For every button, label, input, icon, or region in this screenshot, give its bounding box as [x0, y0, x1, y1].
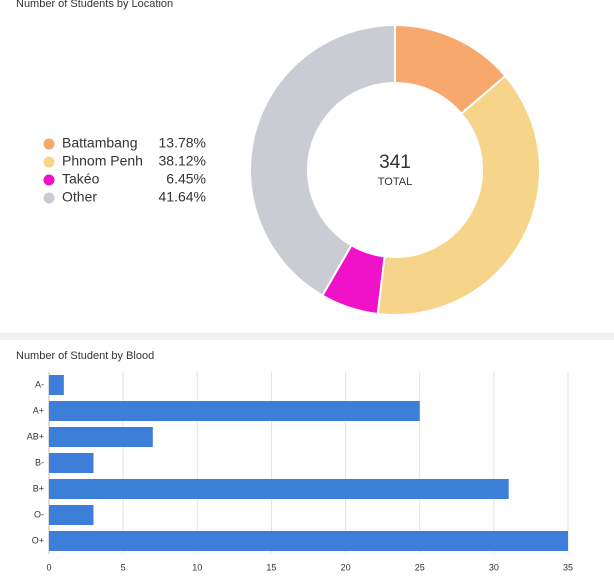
y-tick-label: AB+: [27, 431, 44, 441]
center-label: TOTAL: [378, 176, 412, 188]
legend-value: 41.64%: [159, 189, 206, 205]
legend-label: Takéo: [62, 171, 100, 187]
legend-marker: [43, 192, 55, 204]
bar: [49, 427, 153, 447]
y-tick-label: O+: [32, 535, 44, 545]
bar: [49, 401, 420, 421]
legend-value: 6.45%: [166, 171, 206, 187]
bar: [49, 375, 64, 395]
legend-value: 38.12%: [159, 153, 206, 169]
y-tick-label: B+: [33, 483, 44, 493]
x-tick-label: 30: [489, 562, 499, 572]
legend-label: Other: [62, 189, 97, 205]
donut-slice: [249, 23, 396, 297]
y-tick-label: O-: [34, 509, 44, 519]
donut-slice: [376, 74, 541, 316]
x-tick-label: 5: [121, 562, 126, 572]
center-value: 341: [379, 152, 411, 173]
bar: [49, 479, 509, 499]
x-tick-label: 0: [46, 562, 51, 572]
y-tick-label: A-: [35, 379, 44, 389]
x-tick-label: 35: [563, 562, 573, 572]
legend-value: 13.78%: [159, 135, 206, 151]
legend-marker: [43, 138, 55, 150]
legend-label: Battambang: [62, 135, 138, 151]
bar: [49, 531, 568, 551]
y-tick-label: A+: [33, 405, 44, 415]
x-tick-label: 10: [192, 562, 202, 572]
legend-marker: [43, 156, 55, 168]
chart-title: Number of Student by Blood: [16, 350, 154, 362]
x-tick-label: 20: [341, 562, 351, 572]
y-tick-label: B-: [35, 457, 44, 467]
chart-title: Number of Students by Location: [16, 0, 173, 10]
legend-label: Phnom Penh: [62, 153, 143, 169]
x-tick-label: 15: [266, 562, 276, 572]
bar: [49, 505, 94, 525]
x-tick-label: 25: [415, 562, 425, 572]
legend-marker: [43, 174, 55, 186]
bar: [49, 453, 94, 473]
